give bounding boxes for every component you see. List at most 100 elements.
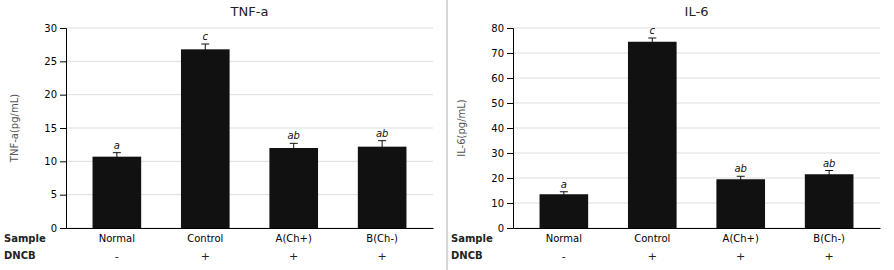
x-tick: Control	[634, 233, 670, 244]
bar	[805, 174, 854, 228]
annotation: c	[650, 25, 656, 36]
annotations: acabab	[114, 31, 389, 151]
y-tick-mark	[507, 103, 513, 104]
y-tick-label: 15	[44, 123, 57, 134]
error-bar	[648, 38, 656, 46]
x-tick-label: Control	[634, 233, 670, 244]
grid-line	[513, 153, 880, 154]
y-tick-mark	[60, 161, 66, 162]
grid	[66, 28, 433, 228]
row-label: DNCB	[451, 250, 483, 261]
error-bar	[378, 141, 386, 153]
y-tick: 50	[491, 98, 513, 109]
y-tick-label: 10	[44, 156, 57, 167]
error-bar	[825, 171, 833, 179]
panel: 01020304050607080NormalControlA(Ch+)B(Ch…	[451, 4, 881, 263]
annotation: ab	[376, 128, 388, 139]
title: IL-6	[685, 4, 709, 19]
y-tick: 25	[44, 56, 66, 67]
annotation: a	[561, 179, 567, 190]
y-tick-mark	[507, 28, 513, 29]
dncb-label: -	[115, 250, 119, 263]
dncb-row: -+++	[115, 250, 387, 263]
y-tick: 10	[491, 198, 513, 209]
x-tick-label: Normal	[99, 233, 135, 244]
dncb-label: +	[201, 250, 210, 263]
y-tick: 80	[491, 23, 513, 34]
y-tick-mark	[507, 128, 513, 129]
y-tick-label: 80	[491, 23, 504, 34]
x-tick: A(Ch+)	[723, 233, 759, 244]
y-tick-label: 50	[491, 98, 504, 109]
title: TNF-a	[230, 4, 269, 19]
x-axis-line	[67, 228, 434, 229]
marks	[540, 38, 854, 228]
dncb-label: +	[736, 250, 745, 263]
y-tick-mark	[60, 228, 66, 229]
x-tick: Normal	[546, 233, 582, 244]
dncb-label: -	[562, 250, 566, 263]
error-bar	[560, 192, 568, 197]
y-tick-mark	[507, 53, 513, 54]
y-tick-mark	[507, 78, 513, 79]
y-tick-label: 30	[491, 148, 504, 159]
error-bar	[201, 44, 209, 55]
x-axis-line	[514, 228, 881, 229]
y-tick-label: 5	[51, 189, 57, 200]
bar	[358, 147, 407, 228]
grid-line	[513, 28, 880, 29]
y-tick-label: 40	[491, 123, 504, 134]
dncb-label: +	[378, 250, 387, 263]
bar	[540, 194, 589, 228]
x-tick: A(Ch+)	[276, 233, 312, 244]
row-labels: Sample DNCB	[451, 233, 493, 261]
y-tick-mark	[507, 153, 513, 154]
annotation: a	[114, 140, 120, 151]
annotation: c	[203, 31, 209, 42]
y-tick-label: 10	[491, 198, 504, 209]
grid-line	[513, 128, 880, 129]
x-tick-label: Control	[187, 233, 223, 244]
y-tick: 0	[498, 223, 513, 234]
grid-line	[513, 53, 880, 54]
grid-line	[513, 78, 880, 79]
annotation: ab	[823, 158, 835, 169]
y-tick-label: 60	[491, 73, 504, 84]
y-tick-label: 20	[44, 89, 57, 100]
divider	[447, 0, 448, 270]
grid-line	[66, 94, 433, 95]
x-tick: Normal	[99, 233, 135, 244]
y-tick-label: 25	[44, 56, 57, 67]
y-tick-mark	[60, 95, 66, 96]
y-tick: 40	[491, 123, 513, 134]
y-tick-mark	[60, 28, 66, 29]
bar	[93, 157, 142, 228]
dncb-label: +	[648, 250, 657, 263]
x-tick: Control	[187, 233, 223, 244]
y-axis-title: IL-6(pg/mL)	[456, 99, 467, 157]
x-tick-label: B(Ch-)	[366, 233, 398, 244]
error-bar	[113, 153, 121, 161]
y-tick: 10	[44, 156, 66, 167]
y-tick: 30	[44, 23, 66, 34]
row-labels: SampleDNCB	[4, 233, 46, 261]
grid-line	[66, 61, 433, 62]
grid-line	[66, 28, 433, 29]
y-tick: 20	[491, 173, 513, 184]
marks	[93, 44, 407, 228]
y-tick-mark	[507, 178, 513, 179]
y-tick: 15	[44, 123, 66, 134]
x-tick-label: A(Ch+)	[276, 233, 312, 244]
y-tick: 60	[491, 73, 513, 84]
y-tick-mark	[60, 61, 66, 62]
y-axis-line	[60, 29, 67, 229]
x-tick-label: A(Ch+)	[723, 233, 759, 244]
y-tick: 5	[51, 189, 66, 200]
row-label: Sample	[451, 233, 493, 244]
grid	[513, 28, 880, 228]
panel: 051015202530NormalControlA(Ch+)B(Ch-)-++…	[4, 4, 434, 263]
dncb-row: - + + +	[562, 250, 834, 263]
dncb-label: +	[825, 250, 834, 263]
x-tick-label: Normal	[546, 233, 582, 244]
bar	[181, 49, 230, 228]
